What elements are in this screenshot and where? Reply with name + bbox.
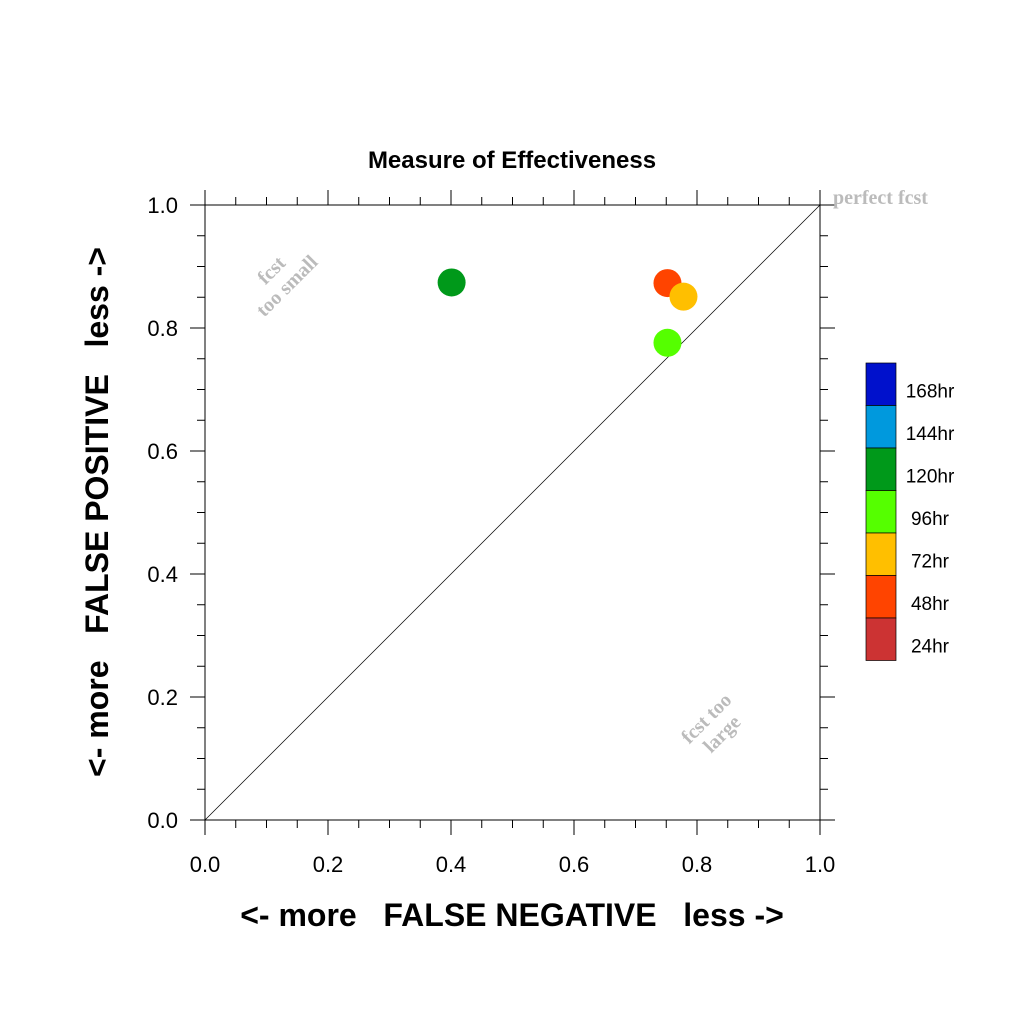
legend-label-48hr: 48hr <box>911 594 950 615</box>
y-tick-label: 0.4 <box>147 562 178 587</box>
data-point-72hr <box>669 282 698 311</box>
x-tick-label: 0.6 <box>559 852 590 877</box>
y-tick-label: 0.8 <box>147 316 178 341</box>
legend-label-72hr: 72hr <box>911 552 950 573</box>
perfect-forecast-annotation: perfect fcst <box>833 187 928 209</box>
legend-label-96hr: 96hr <box>911 509 950 530</box>
legend-label-168hr: 168hr <box>906 382 955 403</box>
legend-swatch-144hr <box>865 405 897 449</box>
legend-label-24hr: 24hr <box>911 637 950 658</box>
too-small-line-2: too small <box>252 251 322 321</box>
y-tick-label: 0.6 <box>147 439 178 464</box>
y-tick-label: 1.0 <box>147 193 178 218</box>
data-point-96hr <box>653 328 682 357</box>
legend-swatch-120hr <box>865 447 897 491</box>
chart-title: Measure of Effectiveness <box>368 147 656 174</box>
legend-swatch-96hr <box>865 490 897 534</box>
legend-swatch-72hr <box>865 532 897 576</box>
y-tick-label: 0.2 <box>147 685 178 710</box>
y-tick-label: 0.0 <box>147 808 178 833</box>
data-point-120hr <box>437 268 466 297</box>
perfect-forecast-diagonal <box>204 204 821 821</box>
x-tick-label: 1.0 <box>805 852 836 877</box>
legend-label-144hr: 144hr <box>906 424 955 445</box>
legend-swatch-24hr <box>865 617 897 661</box>
x-tick-label: 0.8 <box>682 852 713 877</box>
legend-swatch-48hr <box>865 575 897 619</box>
x-tick-label: 0.4 <box>436 852 467 877</box>
x-tick-label: 0.2 <box>313 852 344 877</box>
legend-swatch-168hr <box>865 362 897 406</box>
legend-label-120hr: 120hr <box>906 467 955 488</box>
y-axis-label: <- more FALSE POSITIVE less -> <box>79 247 115 777</box>
x-axis-label: <- more FALSE NEGATIVE less -> <box>240 897 784 933</box>
x-tick-label: 0.0 <box>190 852 221 877</box>
